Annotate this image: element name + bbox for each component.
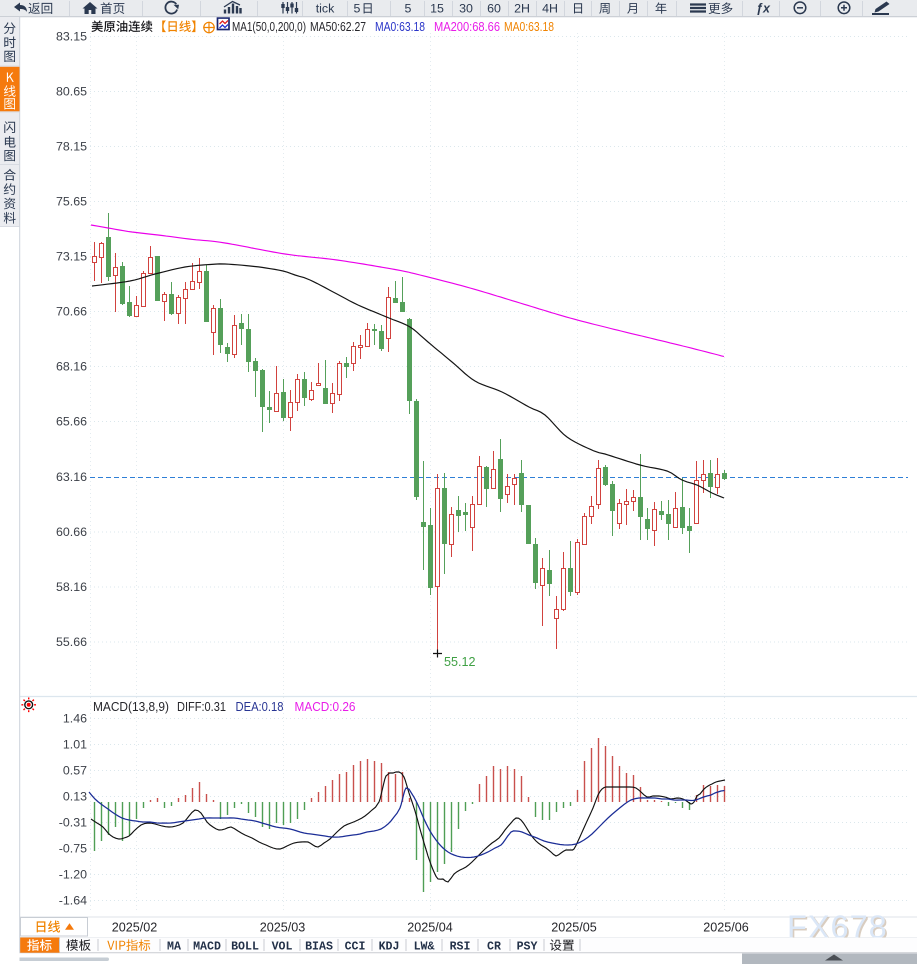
svg-text:60.66: 60.66: [56, 525, 87, 539]
svg-text:-1.64: -1.64: [59, 893, 87, 907]
svg-text:BOLL: BOLL: [231, 941, 259, 954]
svg-text:BIAS: BIAS: [305, 941, 333, 954]
svg-text:30: 30: [459, 2, 473, 16]
svg-text:63.16: 63.16: [56, 470, 87, 484]
svg-text:DIFF:0.31: DIFF:0.31: [177, 700, 226, 714]
svg-text:2H: 2H: [514, 2, 530, 16]
svg-text:5: 5: [354, 2, 361, 16]
svg-text:78.15: 78.15: [56, 139, 87, 153]
svg-text:-0.31: -0.31: [59, 815, 87, 829]
svg-text:83.15: 83.15: [56, 29, 87, 43]
svg-text:55.12: 55.12: [444, 655, 476, 669]
svg-text:VOL: VOL: [272, 941, 293, 954]
svg-text:70.66: 70.66: [56, 304, 87, 318]
svg-text:65.66: 65.66: [56, 414, 87, 428]
svg-text:-0.75: -0.75: [59, 841, 87, 855]
svg-text:2025/05: 2025/05: [551, 921, 597, 935]
svg-text:DEA:0.18: DEA:0.18: [236, 700, 284, 714]
svg-text:RSI: RSI: [450, 941, 471, 954]
svg-text:80.65: 80.65: [56, 84, 87, 98]
svg-text:4H: 4H: [542, 2, 558, 16]
svg-text:MA: MA: [167, 941, 181, 954]
svg-text:60: 60: [487, 2, 501, 16]
svg-text:tick: tick: [316, 2, 335, 16]
svg-text:MACD(13,8,9): MACD(13,8,9): [93, 700, 169, 714]
svg-text:ƒx: ƒx: [756, 2, 771, 16]
svg-text:2025/02: 2025/02: [112, 921, 158, 935]
svg-text:5: 5: [405, 2, 412, 16]
svg-text:MA50:62.27: MA50:62.27: [310, 20, 366, 34]
svg-text:0.13: 0.13: [63, 789, 87, 803]
svg-text:MA0:63.18: MA0:63.18: [504, 20, 554, 34]
svg-text:2025/06: 2025/06: [703, 921, 749, 935]
svg-text:68.16: 68.16: [56, 359, 87, 373]
svg-text:PSY: PSY: [517, 941, 538, 954]
svg-text:15: 15: [430, 2, 444, 16]
svg-text:75.65: 75.65: [56, 194, 87, 208]
svg-text:CCI: CCI: [345, 941, 366, 954]
svg-text:58.16: 58.16: [56, 580, 87, 594]
svg-text:MACD: MACD: [193, 941, 221, 954]
svg-text:55.66: 55.66: [56, 635, 87, 649]
svg-text:KDJ: KDJ: [379, 941, 400, 954]
svg-text:1.46: 1.46: [63, 711, 87, 725]
svg-text:CR: CR: [487, 941, 501, 954]
svg-text:LW&: LW&: [414, 941, 435, 954]
svg-text:MA0:63.18: MA0:63.18: [375, 20, 425, 34]
svg-text:1.01: 1.01: [63, 737, 87, 751]
svg-text:0.57: 0.57: [63, 763, 87, 777]
svg-text:73.15: 73.15: [56, 249, 87, 263]
svg-text:MA1(50,0,200,0): MA1(50,0,200,0): [232, 20, 306, 34]
svg-text:2025/03: 2025/03: [260, 921, 306, 935]
svg-text:MACD:0.26: MACD:0.26: [295, 700, 356, 714]
svg-text:-1.20: -1.20: [59, 867, 87, 881]
svg-text:MA200:68.66: MA200:68.66: [434, 20, 500, 34]
svg-text:2025/04: 2025/04: [407, 921, 453, 935]
